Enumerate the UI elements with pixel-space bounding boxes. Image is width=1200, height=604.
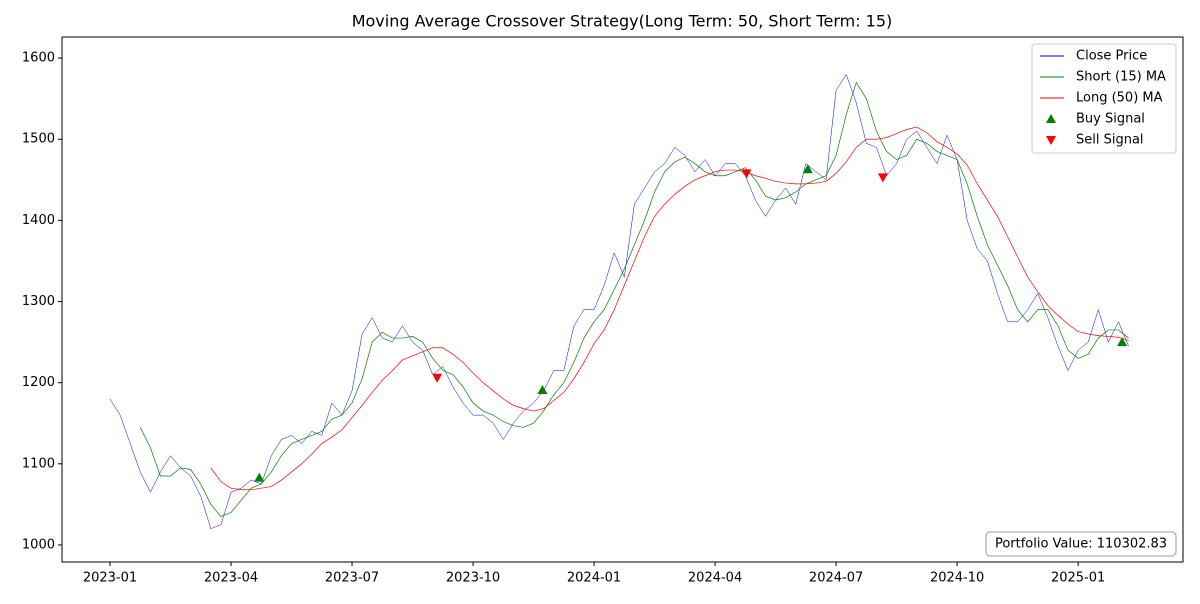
x-tick-label: 2024-07 — [809, 571, 863, 586]
legend-label: Long (50) MA — [1076, 91, 1163, 106]
x-tick-label: 2023-01 — [83, 571, 137, 586]
legend-label: Close Price — [1076, 49, 1147, 64]
x-tick-label: 2023-07 — [325, 571, 379, 586]
x-tick-label: 2024-10 — [930, 571, 984, 586]
annotation-box — [985, 531, 1177, 557]
signal-marker — [1117, 337, 1128, 347]
chart-title: Moving Average Crossover Strategy(Long T… — [352, 12, 893, 31]
legend-label: Buy Signal — [1076, 112, 1145, 127]
signal-marker — [741, 169, 752, 179]
x-tick-label: 2023-10 — [446, 571, 500, 586]
x-tick-label: 2024-01 — [567, 571, 621, 586]
legend-box — [1031, 43, 1177, 154]
legend-marker — [1046, 136, 1056, 145]
legend-label: Short (15) MA — [1076, 70, 1166, 85]
signal-marker — [254, 472, 265, 482]
y-tick-label: 1600 — [22, 51, 55, 66]
signal-marker — [802, 164, 813, 174]
y-tick-label: 1000 — [22, 537, 55, 552]
x-tick-label: 2025-01 — [1051, 571, 1105, 586]
plot-frame — [61, 36, 1184, 563]
signal-marker — [877, 173, 888, 183]
y-tick-label: 1400 — [22, 213, 55, 228]
series-line — [139, 81, 1129, 517]
series-line — [109, 73, 1129, 530]
y-tick-label: 1100 — [22, 456, 55, 471]
x-tick-label: 2024-04 — [688, 571, 742, 586]
annotation: Portfolio Value: 110302.83 — [995, 537, 1167, 552]
y-tick-label: 1200 — [22, 375, 55, 390]
signal-marker — [432, 373, 443, 383]
y-tick-label: 1500 — [22, 132, 55, 147]
series-line — [210, 126, 1129, 491]
legend-marker — [1046, 114, 1056, 123]
x-tick-label: 2023-04 — [204, 571, 258, 586]
signal-marker — [537, 384, 548, 394]
legend-label: Sell Signal — [1076, 133, 1144, 148]
y-tick-label: 1300 — [22, 294, 55, 309]
